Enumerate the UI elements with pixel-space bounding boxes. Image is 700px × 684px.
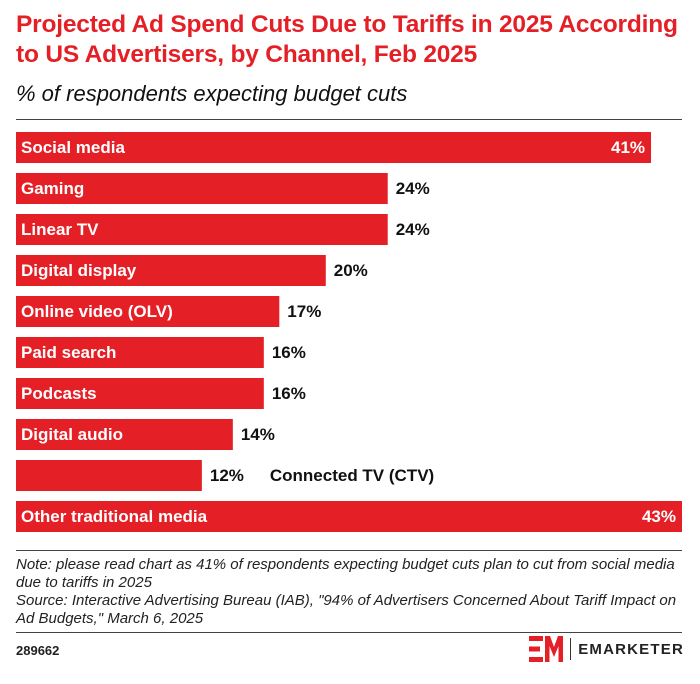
chart-id: 289662 — [16, 643, 60, 658]
bar-gaming — [16, 173, 388, 204]
value-label-connected-tv-ctv: 12% — [210, 466, 244, 485]
category-label-digital-display: Digital display — [21, 261, 137, 280]
em-logo-icon — [529, 636, 564, 662]
bottom-divider — [16, 632, 682, 633]
value-label-podcasts: 16% — [272, 384, 306, 403]
bar-other-traditional-media — [16, 501, 682, 532]
bar-online-video-olv — [16, 296, 280, 327]
source-text: Source: Interactive Advertising Bureau (… — [16, 592, 677, 627]
footer-divider — [16, 550, 682, 551]
value-label-digital-audio: 14% — [241, 425, 275, 444]
header-divider — [16, 119, 682, 120]
bar-paid-search — [16, 337, 264, 368]
value-label-digital-display: 20% — [334, 261, 368, 280]
value-label-social-media: 41% — [611, 138, 645, 157]
value-label-online-video-olv: 17% — [287, 302, 321, 321]
value-label-linear-tv: 24% — [396, 220, 430, 239]
category-label-other-traditional-media: Other traditional media — [21, 507, 208, 526]
chart-subtitle: % of respondents expecting budget cuts — [16, 81, 408, 106]
note-text: Note: please read chart as 41% of respon… — [16, 556, 675, 591]
bar-digital-audio — [16, 419, 233, 450]
category-label-online-video-olv: Online video (OLV) — [21, 302, 173, 321]
category-label-digital-audio: Digital audio — [21, 425, 123, 444]
bar-podcasts — [16, 378, 264, 409]
value-label-paid-search: 16% — [272, 343, 306, 362]
bar-connected-tv-ctv — [16, 460, 202, 491]
chart-title: Projected Ad Spend Cuts Due to Tariffs i… — [16, 11, 678, 68]
category-label-connected-tv-ctv: Connected TV (CTV) — [270, 466, 434, 485]
brand-name: EMARKETER — [578, 640, 684, 658]
bar-digital-display — [16, 255, 326, 286]
category-label-linear-tv: Linear TV — [21, 220, 99, 239]
bar-chart: Social media 41% Gaming 24% Linear TV 24% Digi… — [16, 132, 682, 532]
bar-linear-tv — [16, 214, 388, 245]
category-label-gaming: Gaming — [21, 179, 84, 198]
category-label-podcasts: Podcasts — [21, 384, 97, 403]
value-label-other-traditional-media: 43% — [642, 507, 676, 526]
chart-notes: Note: please read chart as 41% of respon… — [16, 556, 686, 628]
logo-separator — [570, 638, 572, 660]
category-label-social-media: Social media — [21, 138, 125, 157]
bar-social-media — [16, 132, 652, 163]
category-label-paid-search: Paid search — [21, 343, 116, 362]
emarketer-logo: EMARKETER — [529, 636, 684, 662]
value-label-gaming: 24% — [396, 179, 430, 198]
